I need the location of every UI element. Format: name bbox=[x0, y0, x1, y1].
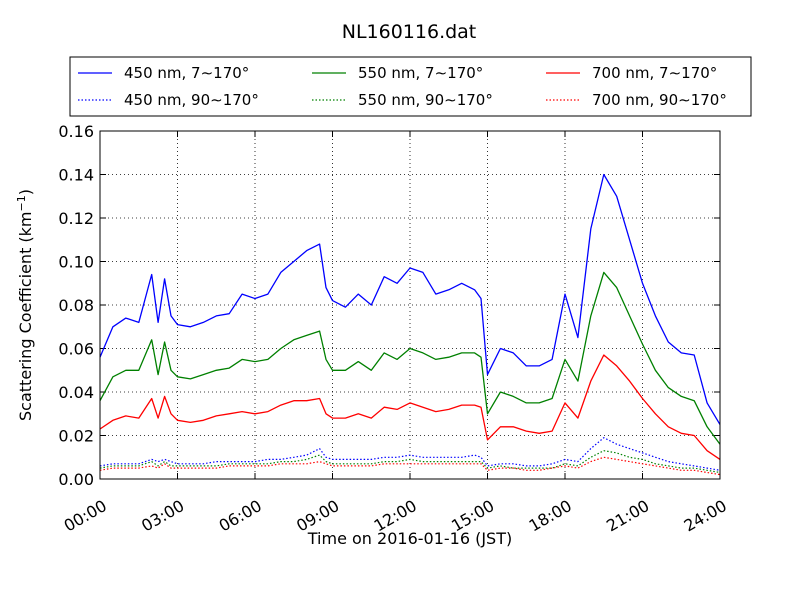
x-tick-label: 18:00 bbox=[526, 496, 575, 536]
legend-label: 550 nm, 90∼170° bbox=[358, 91, 493, 109]
y-axis-label-main: Scattering Coefficient (km bbox=[16, 211, 35, 421]
legend: 450 nm, 7∼170° 550 nm, 7∼170° 700 nm, 7∼17… bbox=[69, 56, 752, 117]
series-line bbox=[99, 173, 721, 425]
y-axis-label-tail: ) bbox=[16, 189, 35, 195]
x-tick-label: 03:00 bbox=[138, 496, 187, 536]
legend-label: 450 nm, 7∼170° bbox=[124, 64, 249, 82]
y-tick-label: 0.02 bbox=[58, 427, 94, 446]
x-tick-label: 21:00 bbox=[603, 496, 652, 536]
series-line bbox=[99, 437, 721, 471]
y-tick-label: 0.08 bbox=[58, 296, 94, 315]
x-tick-label: 24:00 bbox=[681, 496, 730, 536]
legend-label: 700 nm, 90∼170° bbox=[592, 91, 727, 109]
series-line bbox=[99, 271, 721, 445]
y-tick-label: 0.12 bbox=[58, 209, 94, 228]
grid-lines bbox=[100, 131, 720, 479]
y-tick-label: 0.10 bbox=[58, 253, 94, 272]
legend-label: 550 nm, 7∼170° bbox=[358, 64, 483, 82]
y-axis-label: Scattering Coefficient (km−1) bbox=[15, 189, 36, 421]
y-tick-label: 0.16 bbox=[58, 122, 94, 141]
chart-title: NL160116.dat bbox=[342, 21, 477, 43]
series-line bbox=[99, 450, 721, 474]
x-tick-label: 06:00 bbox=[216, 496, 265, 536]
series-line bbox=[99, 354, 721, 460]
legend-label: 700 nm, 7∼170° bbox=[592, 64, 717, 82]
y-tick-label: 0.00 bbox=[58, 470, 94, 489]
y-tick-label: 0.06 bbox=[58, 340, 94, 359]
y-tick-label: 0.04 bbox=[58, 383, 94, 402]
plot-area-frame bbox=[99, 130, 721, 480]
x-axis-label: Time on 2016-01-16 (JST) bbox=[307, 529, 512, 548]
legend-box bbox=[69, 56, 752, 117]
legend-label: 450 nm, 90∼170° bbox=[124, 91, 259, 109]
y-tick-label: 0.14 bbox=[58, 166, 94, 185]
series-lines bbox=[99, 173, 721, 476]
series-line bbox=[99, 456, 721, 476]
axis-ticks: 00:00 03:00 06:00 09:00 12:00 15:00 18:00 21:00… bbox=[58, 122, 730, 536]
x-tick-label: 00:00 bbox=[61, 496, 110, 536]
y-axis-label-sup: −1 bbox=[15, 195, 28, 211]
